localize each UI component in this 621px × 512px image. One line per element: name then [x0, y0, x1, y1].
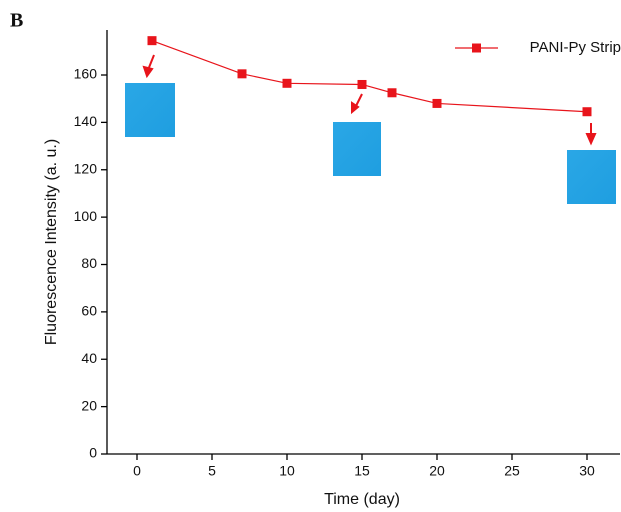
x-tick-label: 20 [429, 463, 445, 479]
x-axis-label: Time (day) [324, 491, 400, 508]
x-tick-label: 5 [208, 463, 216, 479]
data-point [357, 79, 367, 89]
y-tick-label: 20 [81, 397, 97, 413]
x-tick-label: 15 [354, 463, 370, 479]
x-tick-label: 25 [504, 463, 520, 479]
data-point [387, 88, 397, 98]
x-tick-label: 30 [579, 463, 595, 479]
y-tick-label: 100 [74, 208, 98, 224]
x-tick-label: 10 [279, 463, 295, 479]
data-point [282, 78, 292, 88]
series-line [151, 40, 588, 113]
arrows [142, 54, 597, 146]
data-point [432, 98, 442, 108]
y-tick-label: 80 [81, 255, 97, 271]
y-tick-label: 160 [74, 66, 98, 82]
y-tick-label: 0 [89, 445, 97, 461]
strip-photo [567, 150, 616, 204]
y-tick-label: 120 [74, 160, 98, 176]
y-tick-label: 60 [81, 303, 97, 319]
panel-label: B [10, 10, 23, 32]
y-tick-label: 40 [81, 350, 97, 366]
x-tick-label: 0 [133, 463, 141, 479]
strip-photo [125, 83, 175, 137]
data-point [147, 36, 157, 46]
y-tick-label: 140 [74, 113, 98, 129]
y-axis-label: Fluorescence Intensity (a. u.) [43, 139, 60, 345]
data-point [582, 107, 592, 117]
data-point [237, 69, 247, 79]
legend-marker [472, 43, 481, 53]
legend-label: PANI-Py Strip [530, 39, 621, 56]
strip-photo [333, 122, 381, 176]
